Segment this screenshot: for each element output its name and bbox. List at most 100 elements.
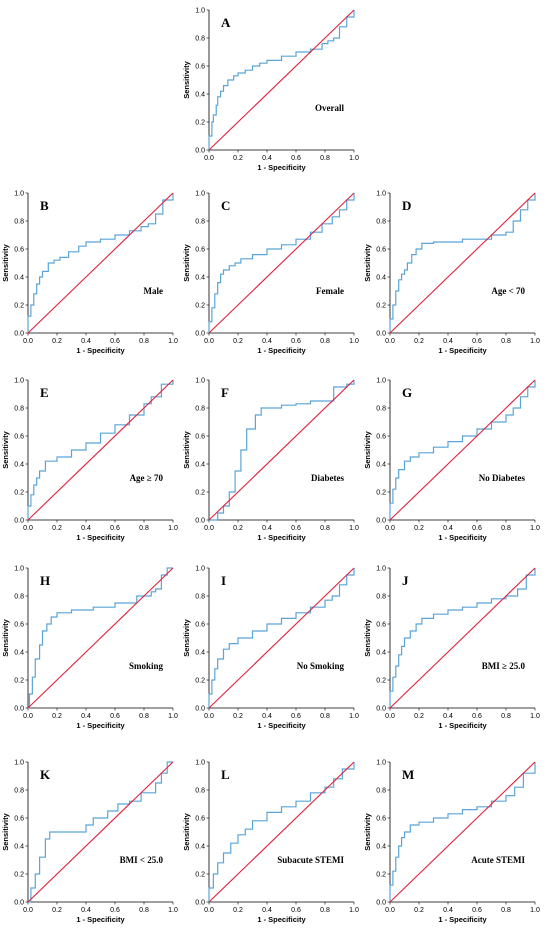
x-tick-label: 0.8: [320, 907, 330, 914]
y-tick-label: 0.8: [14, 406, 24, 413]
subgroup-label: Acute STEMI: [471, 855, 525, 865]
x-tick-label: 0.0: [204, 713, 214, 720]
y-tick-label: 0.8: [195, 788, 205, 795]
x-tick-label: 0.8: [501, 525, 511, 532]
x-tick-label: 0.8: [320, 338, 330, 345]
y-tick-label: 1.0: [195, 8, 205, 15]
x-tick-label: 0.8: [501, 907, 511, 914]
y-axis-label: Sensitivity: [363, 812, 372, 850]
x-tick-label: 0.4: [443, 338, 453, 345]
y-axis-label: Sensitivity: [182, 430, 191, 468]
roc-curve: [208, 568, 355, 708]
panel-letter: A: [221, 15, 231, 30]
y-tick-label: 0.2: [14, 490, 24, 497]
x-tick-label: 0.8: [139, 525, 149, 532]
x-tick-label: 0.0: [23, 907, 33, 914]
x-tick-label: 1.0: [168, 907, 178, 914]
reference-line: [208, 567, 355, 709]
roc-curve: [389, 380, 536, 520]
y-tick-label: 1.0: [195, 191, 205, 198]
y-tick-label: 1.0: [376, 760, 386, 767]
x-tick-label: 0.2: [414, 713, 424, 720]
x-tick-label: 1.0: [168, 713, 178, 720]
y-tick-label: 0.0: [195, 331, 205, 338]
x-tick-label: 0.4: [262, 155, 272, 162]
y-tick-label: 0.4: [376, 844, 386, 851]
y-tick-label: 1.0: [14, 378, 24, 385]
y-tick-label: 0.6: [195, 622, 205, 629]
y-tick-label: 0.0: [376, 900, 386, 907]
y-tick-label: 0.6: [195, 64, 205, 71]
x-tick-label: 1.0: [168, 338, 178, 345]
y-tick-label: 0.6: [14, 434, 24, 441]
y-tick-label: 0.8: [376, 788, 386, 795]
x-tick-label: 0.8: [320, 525, 330, 532]
y-tick-label: 1.0: [14, 760, 24, 767]
y-tick-label: 1.0: [195, 378, 205, 385]
x-tick-label: 0.0: [23, 713, 33, 720]
reference-line: [389, 567, 536, 709]
panel-letter: D: [402, 198, 411, 213]
subgroup-label: Smoking: [129, 661, 164, 671]
roc-panel-m: 0.0 0.2 0.4 0.6 0.8 1.0 0.0 0.2 0.4 0.6 0.8 1.0 1 - …: [363, 760, 540, 925]
y-tick-label: 0.6: [14, 622, 24, 629]
x-tick-label: 0.0: [385, 338, 395, 345]
x-tick-label: 0.4: [262, 525, 272, 532]
roc-curve: [28, 567, 173, 709]
y-tick-label: 1.0: [376, 566, 386, 573]
x-tick-label: 0.8: [139, 713, 149, 720]
subgroup-label: BMI ≥ 25.0: [482, 661, 526, 671]
y-tick-label: 0.4: [14, 462, 24, 469]
x-axis-label: 1 - Specificity: [257, 915, 306, 924]
roc-curve: [27, 193, 174, 333]
x-tick-label: 0.4: [262, 907, 272, 914]
y-axis-label: Sensitivity: [1, 812, 10, 850]
y-tick-label: 0.8: [195, 406, 205, 413]
x-tick-label: 1.0: [530, 525, 540, 532]
subgroup-label: Subacute STEMI: [277, 855, 344, 865]
x-tick-label: 0.4: [81, 907, 91, 914]
roc-panel-d: 0.0 0.2 0.4 0.6 0.8 1.0 0.0 0.2 0.4 0.6 0.8 1.0 1 - …: [363, 191, 540, 356]
y-axis-label: Sensitivity: [1, 618, 10, 656]
panel-letter: M: [402, 767, 414, 782]
x-tick-label: 0.0: [385, 525, 395, 532]
y-tick-label: 0.8: [376, 406, 386, 413]
x-axis-label: 1 - Specificity: [257, 721, 306, 730]
y-tick-label: 0.2: [14, 678, 24, 685]
x-tick-label: 0.4: [81, 525, 91, 532]
y-tick-label: 0.6: [14, 816, 24, 823]
y-tick-label: 0.2: [195, 678, 205, 685]
y-tick-label: 0.0: [376, 518, 386, 525]
x-tick-label: 1.0: [349, 713, 359, 720]
roc-panel-b: 0.0 0.2 0.4 0.6 0.8 1.0 0.0 0.2 0.4 0.6 0.8 1.0 1 - …: [1, 191, 178, 356]
subgroup-label: BMI < 25.0: [120, 855, 164, 865]
x-tick-label: 1.0: [349, 338, 359, 345]
reference-line: [27, 761, 174, 903]
y-tick-label: 0.4: [376, 275, 386, 282]
x-tick-label: 0.0: [385, 907, 395, 914]
reference-line: [27, 192, 174, 334]
y-axis-label: Sensitivity: [182, 618, 191, 656]
y-tick-label: 1.0: [14, 191, 24, 198]
y-axis-label: Sensitivity: [363, 243, 372, 281]
panel-letter: F: [221, 385, 229, 400]
subgroup-label: Diabetes: [311, 473, 344, 483]
x-tick-label: 0.6: [110, 713, 120, 720]
y-tick-label: 0.8: [14, 788, 24, 795]
x-tick-label: 0.8: [320, 155, 330, 162]
y-tick-label: 0.2: [195, 120, 205, 127]
y-axis-label: Sensitivity: [182, 243, 191, 281]
y-tick-label: 0.2: [195, 490, 205, 497]
reference-line: [208, 761, 355, 903]
y-tick-label: 0.8: [14, 594, 24, 601]
x-tick-label: 0.0: [204, 525, 214, 532]
y-tick-label: 1.0: [195, 566, 205, 573]
y-tick-label: 0.0: [376, 331, 386, 338]
subgroup-label: Overall: [315, 103, 344, 113]
y-tick-label: 0.6: [195, 247, 205, 254]
roc-panel-f: 0.0 0.2 0.4 0.6 0.8 1.0 0.0 0.2 0.4 0.6 0.8 1.0 1 - …: [182, 378, 359, 543]
x-tick-label: 0.6: [472, 907, 482, 914]
subgroup-label: Age < 70: [491, 286, 525, 296]
reference-line: [208, 192, 355, 334]
y-tick-label: 0.4: [376, 462, 386, 469]
